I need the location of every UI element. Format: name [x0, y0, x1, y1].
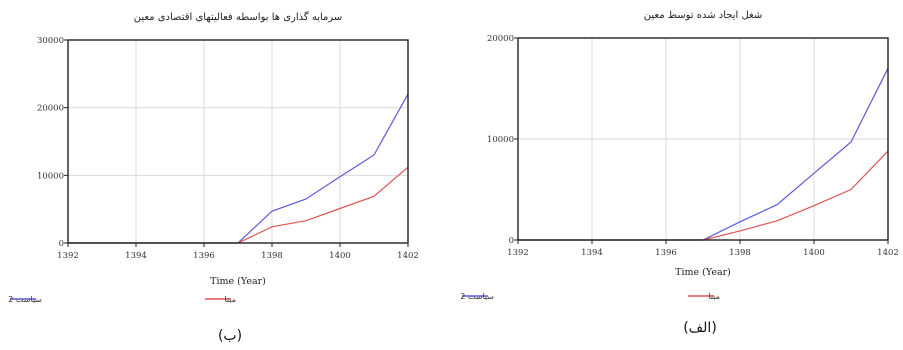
x-tick-label: 1402	[397, 251, 419, 261]
x-tick-label: 1396	[655, 248, 677, 258]
x-tick-label: 1396	[193, 251, 215, 261]
legend-label-1: مبنا	[224, 295, 236, 304]
x-tick-label: 1402	[877, 248, 899, 258]
y-tick-label: 10000	[37, 171, 64, 181]
panel-label: (ب)	[218, 328, 242, 344]
x-tick-label: 1400	[329, 251, 351, 261]
jobs-chart: شغل ایجاد شده توسط معین 0 10000 20000 1392 13…	[460, 10, 899, 336]
chart-title: شغل ایجاد شده توسط معین	[644, 10, 763, 21]
x-tick-label: 1400	[803, 248, 825, 258]
y-tick-label: 20000	[37, 104, 64, 114]
x-axis-label: Time (Year)	[675, 267, 731, 278]
x-axis-label: Time (Year)	[210, 276, 266, 287]
x-tick-label: 1392	[57, 251, 79, 261]
series-line-0	[518, 68, 889, 241]
y-tick-label: 20000	[487, 34, 514, 44]
x-tick-label: 1392	[507, 248, 529, 258]
legend-label-0: سیاست 2	[8, 295, 42, 304]
legend-label-1: مبنا	[708, 292, 720, 301]
series-line-1	[518, 150, 889, 241]
series-line-0	[68, 93, 409, 244]
x-tick-label: 1398	[729, 248, 751, 258]
y-tick-label: 30000	[37, 36, 64, 46]
x-tick-label: 1394	[125, 251, 147, 261]
series-line-1	[68, 166, 409, 244]
y-tick-label: 10000	[487, 135, 514, 145]
y-tick-label: 0	[509, 236, 514, 246]
x-tick-label: 1394	[581, 248, 603, 258]
y-tick-label: 0	[59, 239, 64, 249]
legend-label-0: سیاست 2	[460, 292, 494, 301]
panel-label: (الف)	[683, 320, 717, 336]
chart-title: سرمایه گذاری ها بواسطه فعالیتهای اقتصادی…	[134, 11, 343, 23]
investment-chart: سرمایه گذاری ها بواسطه فعالیتهای اقتصادی…	[8, 11, 419, 344]
plot-frame	[67, 39, 409, 244]
x-tick-label: 1398	[261, 251, 283, 261]
